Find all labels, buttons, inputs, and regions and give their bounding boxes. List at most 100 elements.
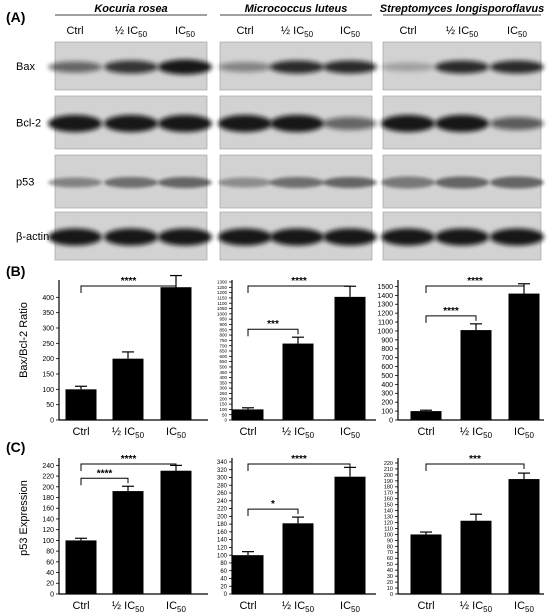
y-tick-label: 1300 <box>377 302 393 309</box>
protein-band <box>381 115 435 132</box>
y-tick-label: 1000 <box>377 328 393 335</box>
y-tick-label: 60 <box>220 569 227 575</box>
y-tick-label: 550 <box>219 359 227 364</box>
y-tick-label: 20 <box>387 580 393 586</box>
bar <box>112 491 144 594</box>
y-tick-label: 1050 <box>217 306 228 311</box>
y-tick-label: 10 <box>387 586 393 592</box>
y-tick-label: 650 <box>219 349 227 354</box>
y-tick-label: 900 <box>381 337 393 344</box>
y-tick-label: 40 <box>387 568 393 574</box>
chart-c-3: 0102030405060708090100110120130140150160… <box>384 454 544 612</box>
protein-band <box>158 59 212 75</box>
protein-band <box>381 62 435 72</box>
y-tick-label: 100 <box>42 387 54 394</box>
y-tick-label: 1200 <box>217 290 228 295</box>
protein-band <box>435 60 489 74</box>
y-tick-label: 450 <box>219 370 227 375</box>
bar <box>508 479 540 594</box>
y-tick-label: 1500 <box>377 284 393 291</box>
y-tick-label: 210 <box>384 467 393 473</box>
y-tick-label: 260 <box>217 491 228 497</box>
bar <box>334 296 366 420</box>
x-tick-label: IC50 <box>340 600 360 612</box>
blot-image <box>48 154 212 209</box>
protein-band <box>158 228 212 246</box>
significance-label: **** <box>121 276 137 287</box>
y-tick-label: 1200 <box>377 311 393 318</box>
x-tick-subscript: 50 <box>135 431 144 440</box>
blot-image <box>48 95 212 150</box>
y-tick-label: 60 <box>46 559 54 566</box>
x-tick-label: IC50 <box>514 426 534 440</box>
x-tick-label: IC50 <box>166 426 186 440</box>
significance-bracket: **** <box>247 454 351 471</box>
y-tick-label: 150 <box>384 503 393 509</box>
bar <box>410 411 442 420</box>
protein-band <box>158 115 212 132</box>
significance-label: **** <box>291 454 307 465</box>
y-tick-label: 500 <box>381 373 393 380</box>
blot-image <box>218 95 377 150</box>
y-tick-label: 200 <box>217 514 228 520</box>
protein-band <box>381 176 435 189</box>
bar <box>65 389 97 420</box>
protein-band <box>490 117 544 130</box>
y-tick-label: 0 <box>50 591 54 598</box>
y-tick-label: 280 <box>217 483 228 489</box>
species-kocuria: Kocuria rosea <box>94 3 167 15</box>
x-tick-label: ½ IC50 <box>112 426 145 440</box>
blot-image <box>381 41 544 91</box>
y-tick-label: 340 <box>217 460 228 466</box>
protein-band <box>48 115 102 132</box>
y-tick-label: 950 <box>219 317 227 322</box>
y-tick-label: 200 <box>384 473 393 479</box>
y-tick-label: 600 <box>219 354 227 359</box>
y-tick-label: 120 <box>384 520 393 526</box>
y-tick-label: 50 <box>222 412 228 417</box>
y-tick-label: 170 <box>384 491 393 497</box>
significance-bracket: **** <box>425 276 525 293</box>
protein-band <box>490 228 544 246</box>
y-tick-label: 30 <box>387 574 393 580</box>
y-tick-label: 50 <box>387 562 393 568</box>
y-tick-label: 140 <box>42 516 54 523</box>
western-blot-images <box>48 41 544 261</box>
significance-bracket: * <box>247 499 299 517</box>
protein-label: p53 <box>16 177 34 189</box>
y-tick-label: 190 <box>384 479 393 485</box>
y-tick-label: 1300 <box>217 280 228 285</box>
y-tick-label: 500 <box>219 364 227 369</box>
x-tick-subscript: 50 <box>483 431 492 440</box>
y-tick-label: 150 <box>42 371 54 378</box>
y-tick-label: 160 <box>42 506 54 513</box>
y-tick-label: 100 <box>217 553 228 559</box>
blot-image <box>381 211 544 261</box>
significance-label: *** <box>469 454 481 465</box>
protein-label: Bax <box>16 61 35 73</box>
bar <box>410 534 442 594</box>
y-tick-label: 40 <box>46 570 54 577</box>
y-tick-label: 80 <box>46 549 54 556</box>
lane-label-subscript: 50 <box>518 30 527 39</box>
protein-band <box>218 228 272 246</box>
protein-label: Bcl-2 <box>16 118 41 130</box>
y-tick-label: 400 <box>42 295 54 302</box>
bar <box>508 293 540 420</box>
x-tick-label: ½ IC50 <box>282 600 315 612</box>
panel-label-a: (A) <box>6 9 25 25</box>
lane-label-subscript: 50 <box>138 30 147 39</box>
bar <box>460 330 492 420</box>
blot-image <box>48 211 212 261</box>
x-tick-label: Ctrl <box>72 600 89 612</box>
panel-label-c: (C) <box>6 439 25 455</box>
protein-band <box>218 177 272 188</box>
chart-c-2: 0204060801001201401601802002202402602803… <box>217 454 376 612</box>
lane-label-subscript: 50 <box>186 30 195 39</box>
protein-band <box>104 115 158 132</box>
bar <box>460 520 492 594</box>
protein-band <box>48 61 102 73</box>
